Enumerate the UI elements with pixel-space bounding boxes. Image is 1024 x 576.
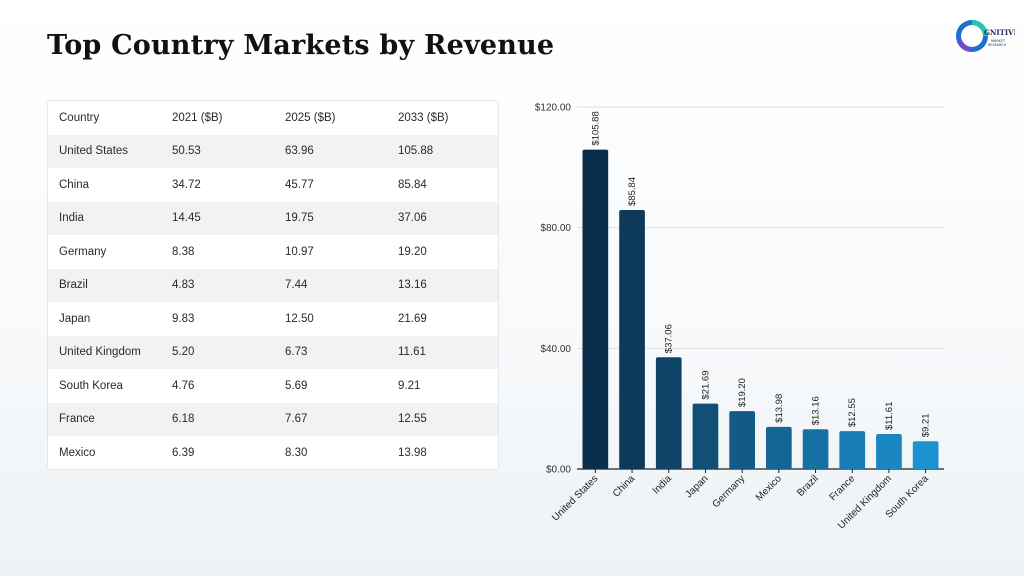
table-cell: 45.77 bbox=[274, 168, 387, 202]
bar bbox=[729, 411, 755, 469]
table-cell: 105.88 bbox=[387, 134, 498, 168]
table-row: South Korea 4.76 5.69 9.21 bbox=[48, 369, 498, 403]
table-cell: 13.98 bbox=[387, 436, 498, 469]
data-label: $13.98 bbox=[774, 394, 785, 423]
bar bbox=[692, 403, 719, 469]
svg-text:MARKET: MARKET bbox=[991, 39, 1006, 43]
bar bbox=[766, 426, 792, 469]
table-cell: 4.83 bbox=[161, 268, 274, 302]
data-label: $21.69 bbox=[700, 371, 711, 400]
x-tick-label: Mexico bbox=[754, 473, 784, 503]
table-cell: Mexico bbox=[48, 436, 161, 469]
bar bbox=[655, 357, 682, 469]
table-cell: 8.38 bbox=[161, 235, 274, 269]
y-tick-label: $120.00 bbox=[535, 103, 572, 114]
table-cell: Japan bbox=[48, 302, 161, 336]
table-cell: India bbox=[48, 201, 161, 235]
table-cell: 7.44 bbox=[274, 268, 387, 302]
table-row: China 34.72 45.77 85.84 bbox=[48, 168, 498, 202]
table-cell: 19.20 bbox=[387, 235, 498, 269]
x-tick-label: Japan bbox=[684, 473, 711, 500]
data-label: $9.21 bbox=[921, 413, 932, 437]
revenue-table: Country 2021 ($B) 2025 ($B) 2033 ($B) Unite… bbox=[47, 100, 499, 470]
table-cell: 10.97 bbox=[274, 235, 387, 269]
table-cell: France bbox=[48, 402, 161, 436]
bar bbox=[619, 210, 645, 470]
table-cell: 7.67 bbox=[274, 402, 387, 436]
table-row: Germany 8.38 10.97 19.20 bbox=[48, 235, 498, 269]
table-cell: 37.06 bbox=[387, 201, 498, 235]
x-tick-label: Brazil bbox=[795, 473, 820, 498]
table-cell: 6.18 bbox=[161, 402, 274, 436]
table-cell: Germany bbox=[48, 235, 161, 269]
table-cell: 5.20 bbox=[161, 335, 274, 369]
table-cell: 13.16 bbox=[387, 268, 498, 302]
data-label: $11.61 bbox=[884, 402, 895, 430]
column-header: 2021 ($B) bbox=[161, 101, 274, 135]
column-header: 2033 ($B) bbox=[387, 101, 498, 135]
table-cell: 63.96 bbox=[274, 134, 387, 168]
y-tick-label: $40.00 bbox=[540, 344, 571, 355]
page-title: Top Country Markets by Revenue bbox=[47, 30, 555, 61]
table-cell: Brazil bbox=[48, 268, 161, 302]
table-cell: 9.83 bbox=[161, 302, 274, 336]
table-row: Mexico 6.39 8.30 13.98 bbox=[48, 436, 498, 469]
table-cell: 85.84 bbox=[387, 168, 498, 202]
x-tick-label: Germany bbox=[710, 473, 747, 510]
table-cell: United States bbox=[48, 134, 161, 168]
table-cell: 11.61 bbox=[387, 335, 498, 369]
table-cell: United Kingdom bbox=[48, 335, 161, 369]
table-row: United States 50.53 63.96 105.88 bbox=[48, 134, 498, 168]
logo-icon: GNITIVE MARKET RESEARCH bbox=[956, 20, 1015, 53]
table-cell: 50.53 bbox=[161, 134, 274, 168]
table-row: Brazil 4.83 7.44 13.16 bbox=[48, 268, 498, 302]
x-tick-label: France bbox=[828, 473, 858, 503]
table-cell: 12.50 bbox=[274, 302, 387, 336]
bar bbox=[582, 149, 609, 469]
table-cell: 4.76 bbox=[161, 369, 274, 403]
data-label: $37.06 bbox=[664, 324, 675, 353]
svg-text:RESEARCH: RESEARCH bbox=[988, 43, 1007, 47]
chart-canvas: $0.00 $40.00 $80.00 $120.00 $105.88 United St… bbox=[535, 103, 944, 531]
x-tick-label: United States bbox=[550, 473, 600, 523]
table-cell: 8.30 bbox=[274, 436, 387, 469]
revenue-bar-chart: $0.00 $40.00 $80.00 $120.00 $105.88 United St… bbox=[520, 90, 960, 550]
bar bbox=[912, 441, 939, 469]
data-label: $13.16 bbox=[811, 396, 822, 425]
table-cell: China bbox=[48, 168, 161, 202]
table-cell: 14.45 bbox=[161, 201, 274, 235]
table-cell: South Korea bbox=[48, 369, 161, 403]
table-row: France 6.18 7.67 12.55 bbox=[48, 402, 498, 436]
table-cell: 6.73 bbox=[274, 335, 387, 369]
table-cell: 21.69 bbox=[387, 302, 498, 336]
data-label: $12.55 bbox=[847, 398, 858, 427]
table-cell: 9.21 bbox=[387, 369, 498, 403]
y-tick-label: $0.00 bbox=[546, 465, 571, 476]
table-cell: 19.75 bbox=[274, 201, 387, 235]
table-cell: 5.69 bbox=[274, 369, 387, 403]
data-label: $85.84 bbox=[627, 177, 638, 206]
x-tick-label: China bbox=[611, 473, 638, 500]
table-row: India 14.45 19.75 37.06 bbox=[48, 201, 498, 235]
bar bbox=[839, 431, 866, 469]
column-header: 2025 ($B) bbox=[274, 101, 387, 135]
svg-text:GNITIVE: GNITIVE bbox=[984, 28, 1015, 37]
table-cell: 6.39 bbox=[161, 436, 274, 469]
table-cell: 34.72 bbox=[161, 168, 274, 202]
bar bbox=[876, 433, 902, 469]
data-label: $19.20 bbox=[737, 378, 748, 407]
table-cell: 12.55 bbox=[387, 402, 498, 436]
column-header: Country bbox=[48, 101, 161, 135]
company-logo: GNITIVE MARKET RESEARCH bbox=[955, 16, 1015, 56]
x-tick-label: India bbox=[651, 473, 674, 496]
table-row: United Kingdom 5.20 6.73 11.61 bbox=[48, 335, 498, 369]
bar bbox=[802, 429, 829, 469]
table-row: Japan 9.83 12.50 21.69 bbox=[48, 302, 498, 336]
table-header-row: Country 2021 ($B) 2025 ($B) 2033 ($B) bbox=[48, 101, 498, 135]
y-tick-label: $80.00 bbox=[540, 223, 571, 234]
data-label: $105.88 bbox=[590, 111, 601, 145]
